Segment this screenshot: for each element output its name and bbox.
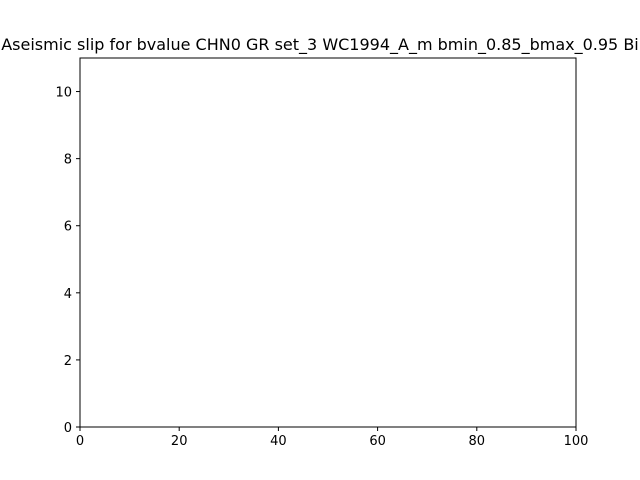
x-tick-label: 100: [564, 434, 589, 449]
y-tick-label: 0: [64, 421, 72, 436]
y-axis: 0 2 4 6 8 10: [55, 86, 80, 436]
x-tick-label: 80: [469, 434, 486, 449]
y-tick-label: 10: [55, 86, 72, 101]
y-tick-label: 4: [64, 287, 72, 302]
plot-area: [79, 57, 577, 428]
y-tick-label: 6: [64, 220, 72, 235]
y-tick-label: 8: [64, 153, 72, 168]
x-tick-label: 60: [369, 434, 386, 449]
x-tick-label: 40: [270, 434, 287, 449]
x-tick-label: 0: [76, 434, 84, 449]
y-tick-label: 2: [64, 354, 72, 369]
x-tick-label: 20: [171, 434, 188, 449]
x-axis: 0 20 40 60 80 100: [76, 427, 589, 449]
chart-title: Aseismic slip for bvalue CHN0 GR set_3 W…: [1, 35, 639, 55]
